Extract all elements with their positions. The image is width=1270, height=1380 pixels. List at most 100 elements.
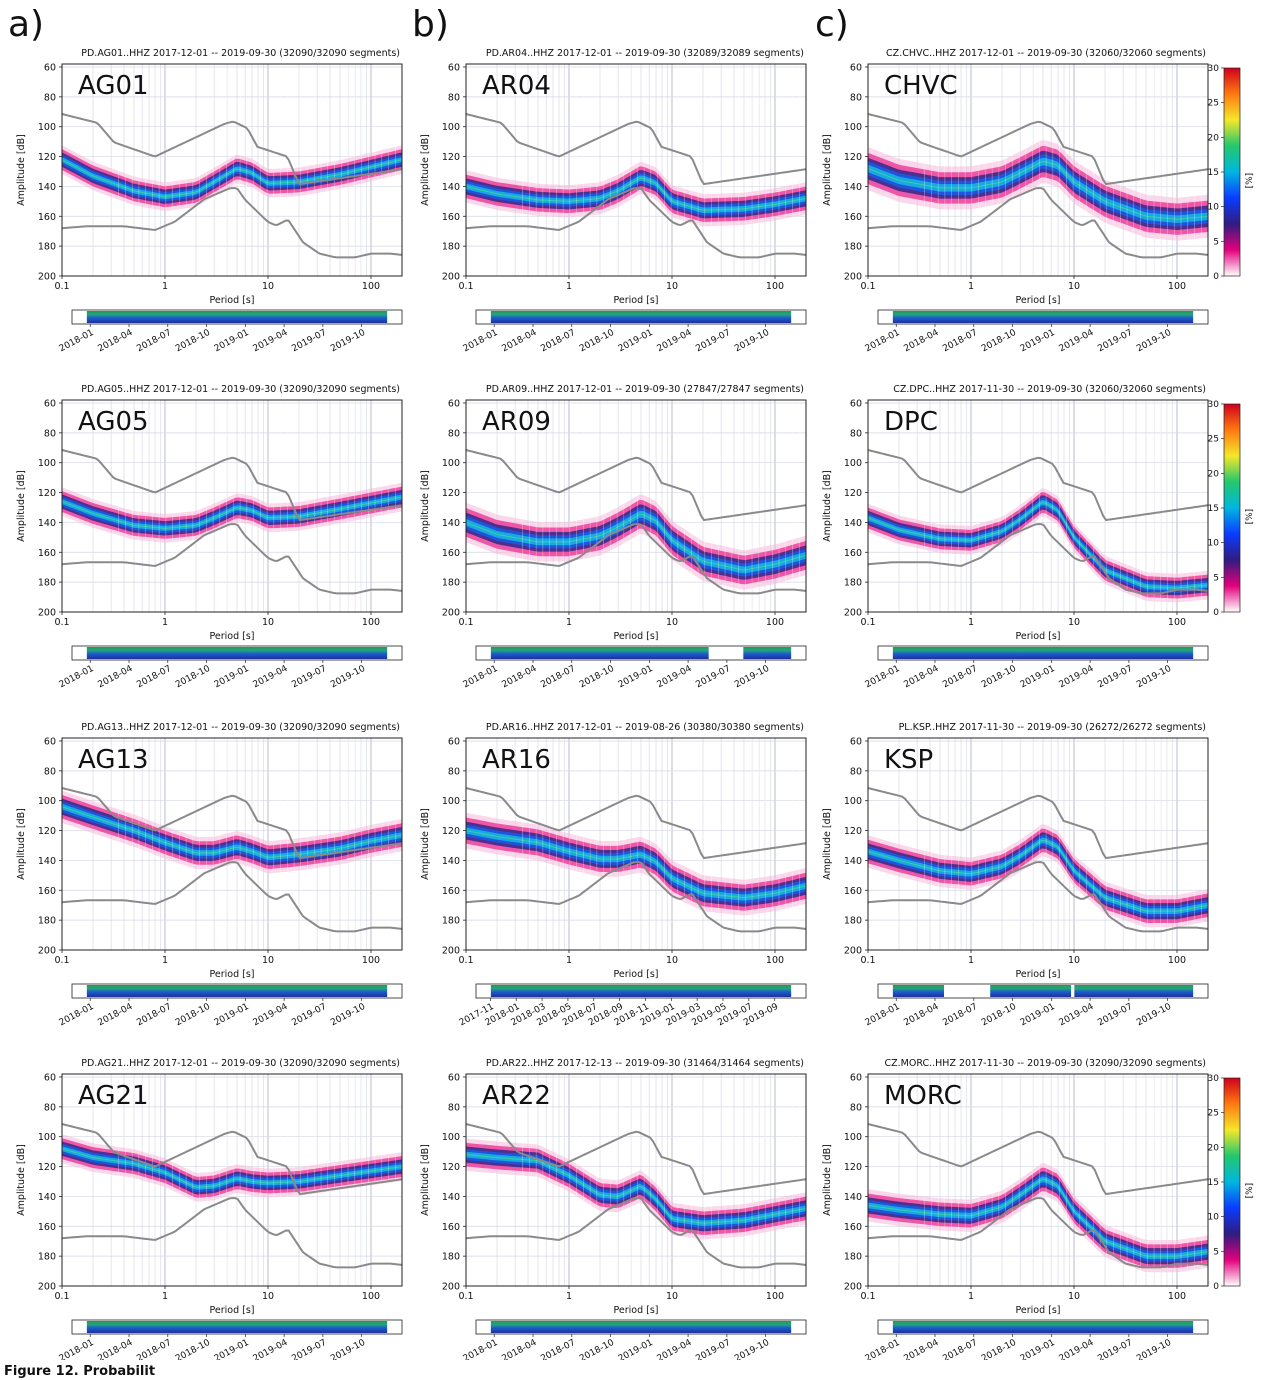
timeline-tick-label: 2019-07: [1096, 328, 1134, 354]
y-tick-label: 180: [844, 578, 862, 589]
x-tick-label: 1: [566, 617, 572, 628]
y-tick-label: 60: [850, 1072, 862, 1083]
ppsd-panel-ar09: PD.AR09..HHZ 2017-12-01 -- 2019-09-30 (2…: [420, 384, 807, 691]
station-label: AG05: [78, 407, 149, 437]
x-tick-label: 10: [666, 1291, 678, 1302]
timeline-tick-label: 2018-01: [462, 1338, 500, 1360]
timeline-tick-label: 2019-04: [252, 664, 290, 691]
timeline-tick-label: 2018-10: [578, 328, 616, 355]
colorbar: 0 5 10 15 20 25 30 [%]: [1208, 1074, 1255, 1292]
y-tick-label: 200: [38, 272, 56, 283]
y-tick-label: 80: [850, 1102, 862, 1113]
y-tick-label: 100: [844, 1132, 862, 1143]
density-layer: [868, 1174, 1208, 1262]
plot-frame: [465, 1073, 807, 1287]
station-label: AG01: [78, 71, 149, 101]
density-layer: [62, 492, 402, 534]
y-tick-label: 100: [442, 796, 460, 807]
timeline-tick-label: 2019-01: [1019, 664, 1057, 690]
timeline-tick-label: 2019-10: [1135, 1002, 1173, 1029]
x-tick-label: 1: [968, 1291, 974, 1302]
noise-model-low: [868, 187, 1208, 259]
panel-title: PD.AG13..HHZ 2017-12-01 -- 2019-09-30 (3…: [81, 722, 400, 733]
x-tick-label: 0.1: [54, 281, 69, 292]
timeline-tick-label: 2018-07: [539, 328, 577, 354]
y-tick-label: 140: [442, 182, 460, 193]
plot-frame: [61, 1073, 403, 1287]
x-tick-label: 1: [162, 281, 168, 292]
y-tick-label: 140: [38, 182, 56, 193]
x-axis-label: Period [s]: [209, 295, 254, 306]
ppsd-density: [868, 738, 1208, 950]
timeline-tick-label: 2019-01: [1019, 1002, 1057, 1028]
timeline-tick-label: 2018-04: [97, 1002, 135, 1029]
ppsd-density: [466, 64, 806, 276]
timeline-tick-label: 2019-04: [656, 1338, 694, 1360]
y-tick-label: 100: [38, 796, 56, 807]
colorbar-tick-label: 30: [1208, 1074, 1220, 1084]
timeline-tick-label: 2018-01: [58, 1002, 96, 1028]
ppsd-density: [466, 738, 806, 950]
colorbar-tick-label: 15: [1208, 1178, 1219, 1188]
timeline-coverage: [990, 985, 1072, 997]
panel-title: PD.AR09..HHZ 2017-12-01 -- 2019-09-30 (2…: [486, 384, 804, 395]
x-tick-label: 10: [1068, 617, 1080, 628]
timeline-tick-label: 2018-07: [135, 1002, 173, 1028]
y-tick-label: 80: [850, 428, 862, 439]
figure-caption: Figure 12. Probabilit: [4, 1364, 156, 1379]
x-tick-label: 0.1: [860, 281, 875, 292]
timeline-tick-label: 2018-07: [539, 1338, 577, 1360]
timeline-bar: 2017-112018-012018-032018-052018-072018-…: [458, 983, 807, 1028]
ppsd-density: [62, 64, 402, 276]
timeline-tick-label: 2019-07: [1096, 1338, 1134, 1360]
noise-model-low: [868, 861, 1208, 933]
x-tick-label: 100: [362, 617, 380, 628]
timeline-tick-label: 2019-04: [1058, 1338, 1096, 1360]
noise-model-high: [62, 787, 402, 860]
x-tick-label: 10: [666, 617, 678, 628]
timeline-tick-label: 2018-04: [501, 664, 539, 691]
x-tick-label: 0.1: [458, 617, 473, 628]
timeline-tick-label: 2019-07: [290, 1002, 328, 1028]
x-tick-label: 1: [566, 1291, 572, 1302]
panel-title: CZ.MORC..HHZ 2017-11-30 -- 2019-09-30 (3…: [885, 1058, 1206, 1069]
x-tick-label: 1: [162, 1291, 168, 1302]
y-tick-label: 120: [844, 488, 862, 499]
timeline-tick-label: 2018-01: [864, 664, 902, 690]
timeline-tick-label: 2018-10: [174, 664, 212, 691]
y-tick-label: 160: [844, 886, 862, 897]
noise-model-low: [466, 523, 806, 595]
timeline-tick-label: 2018-01: [58, 664, 96, 690]
y-tick-label: 200: [442, 1282, 460, 1293]
colorbar-tick-label: 20: [1208, 133, 1220, 143]
timeline-tick-label: 2019-04: [656, 664, 694, 691]
density-layer: [466, 1151, 806, 1227]
y-tick-label: 140: [844, 182, 862, 193]
x-tick-label: 100: [766, 281, 784, 292]
x-axis-label: Period [s]: [1015, 1305, 1060, 1316]
y-tick-label: 60: [850, 736, 862, 747]
y-tick-label: 120: [442, 488, 460, 499]
ppsd-density: [868, 64, 1208, 276]
y-tick-label: 80: [850, 766, 862, 777]
x-tick-label: 0.1: [458, 281, 473, 292]
y-tick-label: 100: [38, 1132, 56, 1143]
y-tick-label: 60: [44, 736, 56, 747]
noise-model-high: [466, 787, 806, 860]
timeline-tick-label: 2018-04: [903, 328, 941, 355]
y-tick-label: 200: [844, 608, 862, 619]
timeline-tick-label: 2019-10: [1135, 1338, 1173, 1360]
y-tick-label: 160: [38, 548, 56, 559]
y-tick-label: 160: [844, 1222, 862, 1233]
timeline-tick-label: 2019-01: [617, 664, 655, 690]
timeline-bar: 2018-01 2018-04 2018-07 2018-10 2019-01 2019-…: [58, 645, 403, 691]
noise-model-low: [466, 1197, 806, 1269]
noise-model-high: [62, 113, 402, 186]
x-tick-label: 10: [262, 281, 274, 292]
y-axis-label: Amplitude [dB]: [16, 134, 27, 206]
x-tick-label: 100: [1168, 1291, 1186, 1302]
panel-title: PD.AG01..HHZ 2017-12-01 -- 2019-09-30 (3…: [81, 48, 400, 59]
colorbar-tick-label: 0: [1213, 272, 1219, 282]
y-tick-label: 120: [442, 1162, 460, 1173]
y-tick-label: 120: [442, 152, 460, 163]
